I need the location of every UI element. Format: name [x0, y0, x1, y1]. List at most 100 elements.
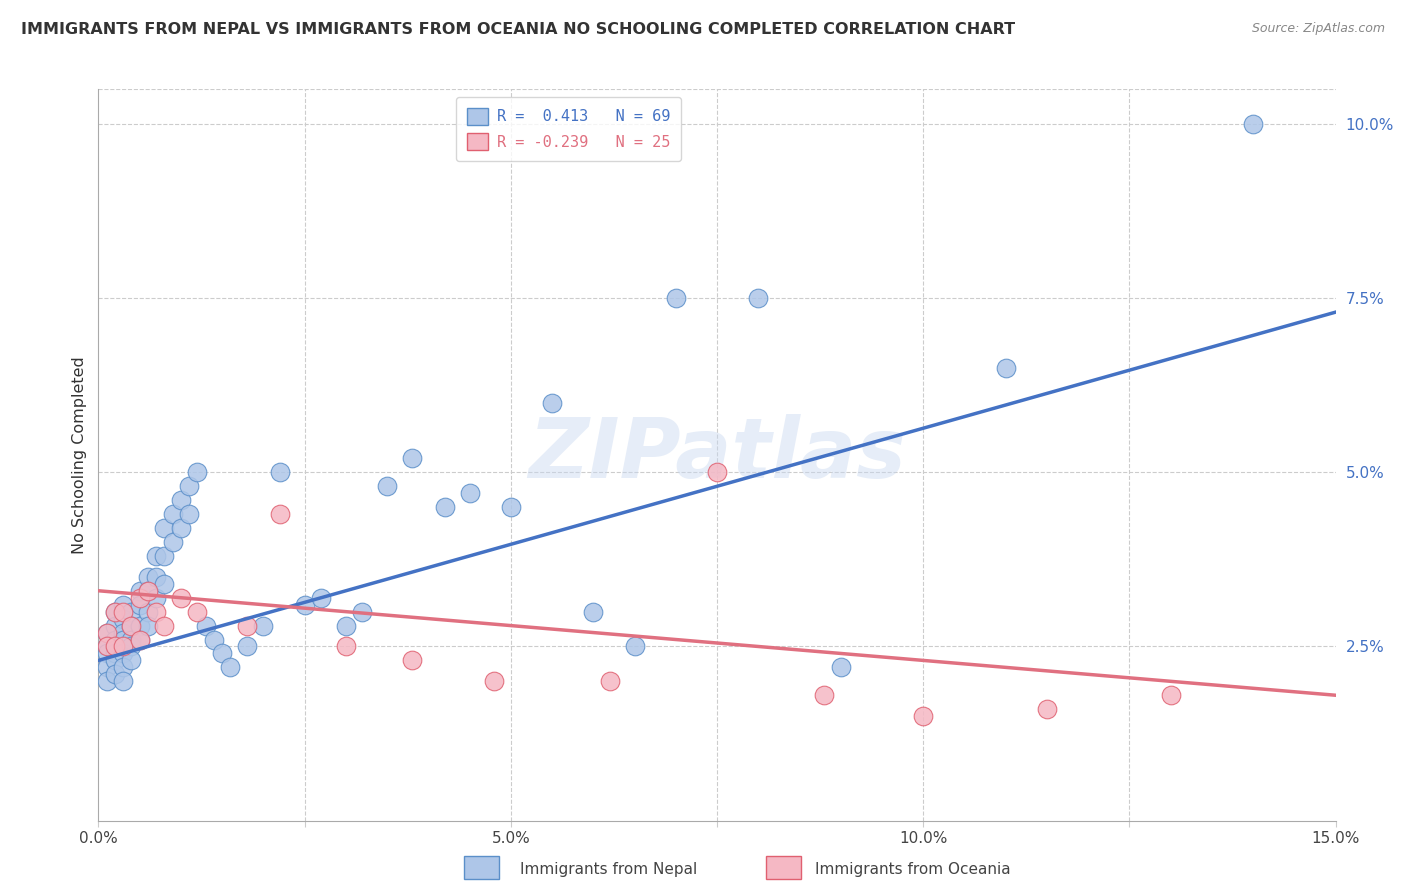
Point — [309, 591, 332, 605]
Point — [128, 591, 150, 605]
Point — [162, 507, 184, 521]
Point — [145, 605, 167, 619]
Point — [153, 521, 176, 535]
Point — [269, 507, 291, 521]
Point — [112, 640, 135, 654]
Point — [104, 640, 127, 654]
Point — [104, 647, 127, 661]
Point — [112, 660, 135, 674]
Point — [136, 618, 159, 632]
Point — [96, 660, 118, 674]
Point — [335, 640, 357, 654]
Point — [352, 605, 374, 619]
Point — [186, 605, 208, 619]
Point — [252, 618, 274, 632]
Point — [186, 466, 208, 480]
Point — [335, 618, 357, 632]
Point — [104, 640, 127, 654]
Point — [136, 605, 159, 619]
Point — [706, 466, 728, 480]
Point — [1036, 702, 1059, 716]
Point — [179, 507, 201, 521]
Point — [136, 583, 159, 598]
Point — [112, 674, 135, 689]
Point — [665, 291, 688, 305]
Point — [112, 647, 135, 661]
Point — [219, 660, 242, 674]
Point — [120, 653, 142, 667]
Point — [128, 583, 150, 598]
Y-axis label: No Schooling Completed: No Schooling Completed — [72, 356, 87, 554]
Point — [623, 640, 645, 654]
Point — [136, 570, 159, 584]
Point — [179, 479, 201, 493]
Point — [236, 618, 259, 632]
Point — [145, 549, 167, 563]
Point — [747, 291, 769, 305]
Point — [112, 612, 135, 626]
Point — [433, 500, 456, 515]
Point — [912, 709, 935, 723]
Point — [104, 618, 127, 632]
Point — [120, 618, 142, 632]
Point — [599, 674, 621, 689]
Point — [104, 653, 127, 667]
Point — [96, 625, 118, 640]
Point — [112, 598, 135, 612]
Point — [96, 647, 118, 661]
Point — [112, 632, 135, 647]
Point — [96, 674, 118, 689]
Text: Immigrants from Oceania: Immigrants from Oceania — [815, 863, 1011, 877]
Point — [128, 618, 150, 632]
Point — [211, 647, 233, 661]
Point — [128, 632, 150, 647]
Point — [104, 605, 127, 619]
Point — [582, 605, 605, 619]
Point — [104, 632, 127, 647]
Text: Source: ZipAtlas.com: Source: ZipAtlas.com — [1251, 22, 1385, 36]
Legend: R =  0.413   N = 69, R = -0.239   N = 25: R = 0.413 N = 69, R = -0.239 N = 25 — [456, 97, 682, 161]
Point — [1241, 117, 1264, 131]
Point — [96, 625, 118, 640]
Point — [269, 466, 291, 480]
Point — [104, 667, 127, 681]
Point — [170, 521, 193, 535]
Point — [120, 632, 142, 647]
Text: Immigrants from Nepal: Immigrants from Nepal — [520, 863, 697, 877]
Point — [813, 688, 835, 702]
Point — [994, 360, 1017, 375]
Point — [145, 570, 167, 584]
Point — [401, 653, 423, 667]
Point — [120, 605, 142, 619]
Point — [236, 640, 259, 654]
Point — [1160, 688, 1182, 702]
Text: ZIPatlas: ZIPatlas — [529, 415, 905, 495]
Point — [120, 618, 142, 632]
Point — [104, 605, 127, 619]
Point — [484, 674, 506, 689]
Point — [153, 549, 176, 563]
Point — [541, 395, 564, 409]
Point — [375, 479, 398, 493]
Point — [128, 632, 150, 647]
Point — [128, 598, 150, 612]
Point — [136, 583, 159, 598]
Point — [170, 493, 193, 508]
Point — [202, 632, 225, 647]
Point — [162, 535, 184, 549]
Point — [499, 500, 522, 515]
Point — [294, 598, 316, 612]
Point — [153, 576, 176, 591]
Point — [96, 640, 118, 654]
Point — [153, 618, 176, 632]
Point — [170, 591, 193, 605]
Text: IMMIGRANTS FROM NEPAL VS IMMIGRANTS FROM OCEANIA NO SCHOOLING COMPLETED CORRELAT: IMMIGRANTS FROM NEPAL VS IMMIGRANTS FROM… — [21, 22, 1015, 37]
Point — [145, 591, 167, 605]
Point — [112, 625, 135, 640]
Point — [830, 660, 852, 674]
Point — [96, 640, 118, 654]
Point — [401, 451, 423, 466]
Point — [194, 618, 217, 632]
Point — [112, 605, 135, 619]
Point — [458, 486, 481, 500]
